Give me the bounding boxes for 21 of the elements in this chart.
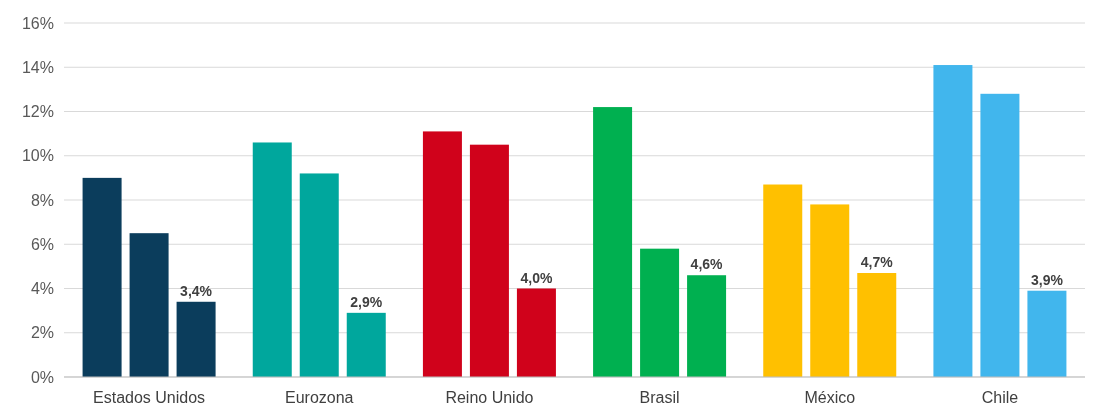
data-label: 4,6%: [690, 256, 724, 273]
y-tick-label: 8%: [30, 191, 54, 209]
y-tick-label: 10%: [21, 147, 54, 165]
x-tick-label: México: [804, 389, 856, 406]
y-tick-label: 12%: [21, 103, 54, 121]
x-tick-label: Brasil: [639, 389, 680, 406]
x-tick-label: Reino Unido: [445, 389, 534, 406]
x-tick-label: Chile: [981, 389, 1019, 406]
data-label: 4,0%: [520, 269, 553, 286]
y-tick-label: 14%: [21, 58, 54, 76]
data-label: 4,7%: [860, 254, 894, 271]
x-tick-label: Eurozona: [285, 389, 354, 406]
y-tick-label: 2%: [30, 324, 54, 342]
y-tick-label: 16%: [21, 14, 54, 32]
data-label: 3,4%: [180, 282, 213, 299]
y-tick-label: 0%: [30, 368, 54, 386]
data-label: 2,9%: [350, 293, 383, 310]
data-label: 3,9%: [1030, 271, 1064, 288]
x-tick-label: Estados Unidos: [93, 389, 206, 406]
y-tick-label: 6%: [30, 235, 54, 253]
y-tick-label: 4%: [30, 280, 54, 298]
